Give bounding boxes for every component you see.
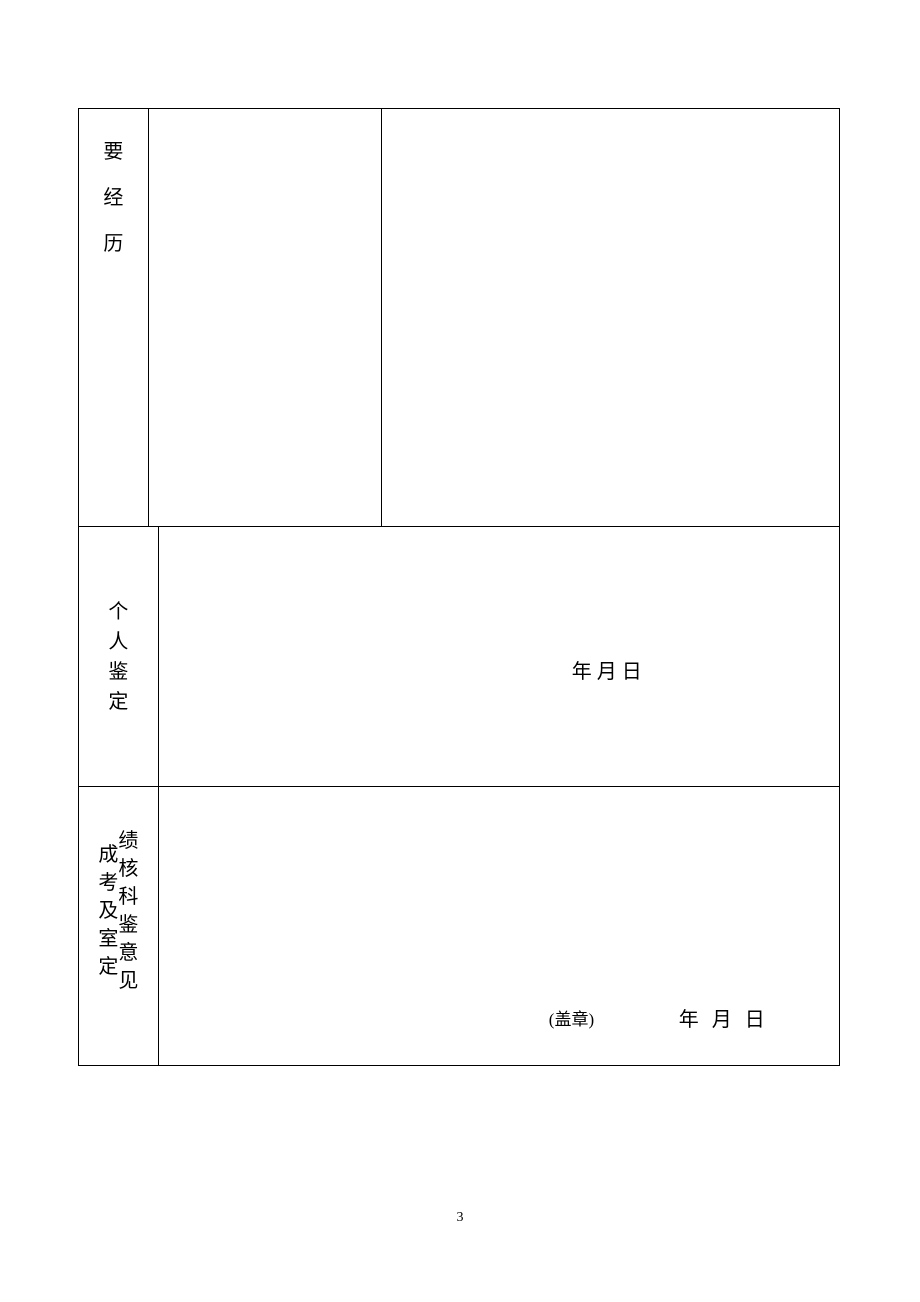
label-char: 科 — [118, 883, 138, 911]
label-char: 及 — [98, 897, 118, 925]
personal-assessment-content: 年 月 日 — [159, 527, 839, 786]
label-personal-assessment: 个 人 鉴 定 — [79, 527, 159, 786]
label-char: 人 — [108, 627, 128, 657]
date-field: 年 月 日 — [572, 655, 642, 684]
department-assessment-content: (盖章) 年 月 日 — [159, 787, 839, 1065]
label-char: 经 — [103, 175, 123, 221]
label-char: 个 — [108, 597, 128, 627]
form-table: 要 经 历 个 人 鉴 定 年 月 日 成 考 及 室 定 绩 — [78, 108, 840, 1066]
row-department-assessment: 成 考 及 室 定 绩 核 科 鉴 意 见 (盖章) 年 月 日 — [79, 787, 839, 1065]
row-personal-assessment: 个 人 鉴 定 年 月 日 — [79, 527, 839, 787]
label-char: 鉴 — [108, 657, 128, 687]
row-experience: 要 经 历 — [79, 109, 839, 527]
label-char: 要 — [103, 129, 123, 175]
label-column-2: 绩 核 科 鉴 意 见 — [118, 827, 138, 995]
label-char: 绩 — [118, 827, 138, 855]
date-field: 年 月 日 — [679, 1003, 769, 1032]
label-char: 定 — [108, 687, 128, 717]
label-char: 考 — [98, 869, 118, 897]
label-char: 室 — [98, 925, 118, 953]
label-char: 核 — [118, 855, 138, 883]
experience-content-cell — [382, 109, 839, 526]
label-char: 历 — [103, 221, 123, 267]
experience-mid-cell — [149, 109, 382, 526]
label-department-assessment: 成 考 及 室 定 绩 核 科 鉴 意 见 — [79, 787, 159, 1065]
label-char: 定 — [98, 953, 118, 981]
seal-label: (盖章) — [549, 1005, 594, 1030]
label-char: 见 — [118, 967, 138, 995]
page-number: 3 — [457, 1210, 464, 1226]
label-char: 鉴 — [118, 911, 138, 939]
label-char: 意 — [118, 939, 138, 967]
label-experience: 要 经 历 — [79, 109, 149, 526]
label-column-1: 成 考 及 室 定 — [98, 841, 118, 981]
label-char: 成 — [98, 841, 118, 869]
